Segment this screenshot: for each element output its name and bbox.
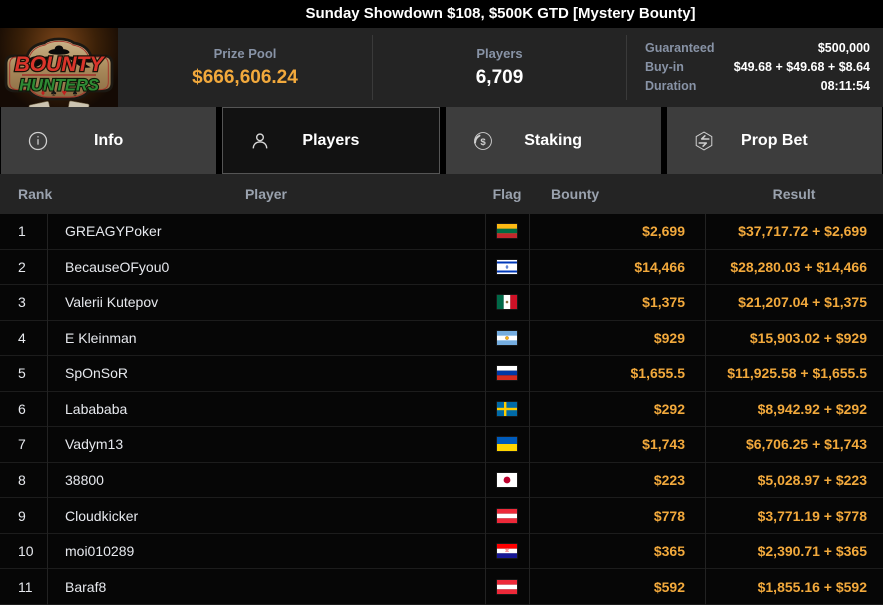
svg-text:♦: ♦ (41, 88, 46, 98)
svg-text:$: $ (480, 136, 486, 147)
svg-text:HUNTERS: HUNTERS (19, 77, 99, 95)
svg-text:♠: ♠ (73, 88, 78, 98)
svg-text:♣: ♣ (51, 88, 57, 98)
svg-text:♥: ♥ (62, 88, 67, 98)
svg-text:BOUNTY: BOUNTY (15, 53, 106, 76)
